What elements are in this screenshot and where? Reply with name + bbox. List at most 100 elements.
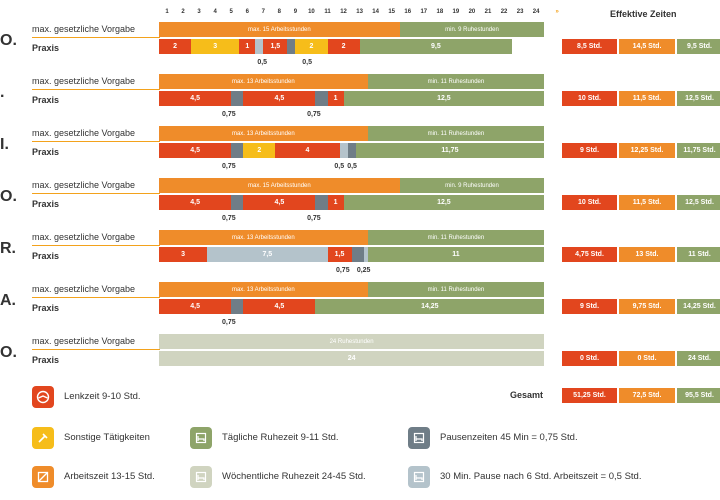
legend-label: Tägliche Ruhezeit 9-11 Std.: [222, 432, 339, 443]
bed-icon: [190, 466, 212, 488]
praxis-bar-segment: 4,5: [159, 299, 232, 314]
pause-duration-label: 0,5: [257, 59, 268, 66]
hour-label: 14: [372, 9, 379, 15]
effective-time-value: 10 Std.: [562, 91, 617, 106]
day-label: O.: [0, 32, 17, 49]
praxis-bar-segment: [351, 247, 364, 262]
hour-label: 1: [165, 9, 169, 15]
hour-label: 20: [468, 9, 476, 15]
pause-duration-label: 0,75: [222, 319, 236, 326]
effective-time-value: 10 Std.: [562, 195, 617, 210]
praxis-label: Praxis: [32, 199, 60, 209]
praxis-bar-segment: 4: [275, 143, 340, 158]
effective-time-value: 0 Std.: [619, 351, 675, 366]
praxis-label: Praxis: [32, 43, 60, 53]
bed-icon: [408, 427, 430, 449]
pause-duration-label: 0,75: [222, 215, 236, 222]
praxis-bar-segment: 4,5: [159, 143, 232, 158]
effective-time-value: 9 Std.: [562, 143, 617, 158]
praxis-bar-segment: 1,5: [263, 39, 288, 54]
hour-label: 10: [308, 9, 315, 15]
hour-label: 18: [436, 9, 444, 15]
pause-duration-label: 0,25: [356, 267, 371, 274]
effective-time-value: 11,5 Std.: [619, 91, 675, 106]
hour-label: 24: [532, 9, 540, 15]
effective-time-value: 11,75 Std.: [677, 143, 720, 158]
pause-duration-label: 0,75: [307, 215, 321, 222]
praxis-bar-segment: 24: [159, 351, 545, 366]
praxis-bar-segment: 12,5: [343, 195, 545, 210]
effective-time-value: 9 Std.: [562, 299, 617, 314]
vorgabe-bar-segment: min. 11 Ruhestunden: [367, 230, 545, 245]
praxis-bar-segment: 1: [239, 39, 256, 54]
praxis-bar-segment: [231, 195, 244, 210]
vorgabe-label: max. gesetzliche Vorgabe: [32, 24, 136, 34]
pause-duration-label: 0,5: [347, 163, 357, 170]
vorgabe-bar-segment: min. 11 Ruhestunden: [367, 74, 545, 89]
hour-label: 6: [245, 9, 249, 15]
hammer-icon: [32, 427, 54, 449]
vorgabe-bar-segment: min. 11 Ruhestunden: [367, 282, 545, 297]
effective-time-value: 13 Std.: [619, 247, 675, 262]
effective-times-title: Effektive Zeiten: [610, 9, 677, 19]
vorgabe-bar-segment: max. 15 Arbeitsstunden: [159, 178, 400, 193]
vorgabe-bar-segment: max. 13 Arbeitsstunden: [159, 126, 368, 141]
pause-duration-label: 0,75: [222, 163, 236, 170]
total-value: 95,5 Std.: [677, 388, 720, 403]
praxis-bar-segment: 1: [327, 91, 344, 106]
pause-duration-label: 0,75: [222, 111, 236, 118]
praxis-label: Praxis: [32, 95, 60, 105]
vorgabe-bar-segment: 24 Ruhestunden: [159, 334, 545, 349]
vorgabe-bar-segment: min. 9 Ruhestunden: [399, 22, 545, 37]
vorgabe-label: max. gesetzliche Vorgabe: [32, 180, 136, 190]
praxis-bar-segment: [315, 195, 328, 210]
praxis-bar-segment: 2: [159, 39, 192, 54]
praxis-bar-segment: 1: [327, 195, 344, 210]
day-label: A.: [0, 292, 16, 309]
praxis-label: Praxis: [32, 355, 60, 365]
praxis-bar-segment: 12,5: [343, 91, 545, 106]
praxis-bar-segment: 4,5: [243, 91, 316, 106]
hour-label: 11: [324, 9, 331, 15]
legend-label: Pausenzeiten 45 Min = 0,75 Std.: [440, 432, 578, 443]
day-label: O.: [0, 188, 17, 205]
hour-label: 19: [452, 9, 460, 15]
praxis-bar-segment: 2: [243, 143, 276, 158]
vorgabe-bar-segment: min. 11 Ruhestunden: [367, 126, 545, 141]
hour-separator: »: [555, 9, 559, 15]
praxis-bar-segment: 3: [191, 39, 240, 54]
total-label: Gesamt: [510, 390, 544, 400]
hour-label: 12: [340, 9, 347, 15]
day-label: R.: [0, 240, 16, 257]
praxis-bar-segment: 9,5: [359, 39, 513, 54]
effective-time-value: 0 Std.: [562, 351, 617, 366]
hour-label: 2: [181, 9, 185, 15]
vorgabe-label: max. gesetzliche Vorgabe: [32, 128, 136, 138]
praxis-bar-segment: 11,75: [355, 143, 545, 158]
praxis-bar-segment: 2: [327, 39, 360, 54]
praxis-bar-segment: [339, 143, 348, 158]
hour-label: 13: [356, 9, 363, 15]
effective-time-value: 14,25 Std.: [677, 299, 720, 314]
vorgabe-underline: [32, 297, 160, 298]
crossed-box-icon: [32, 466, 54, 488]
praxis-bar-segment: [363, 247, 368, 262]
vorgabe-underline: [32, 141, 160, 142]
hour-label: 22: [500, 9, 508, 15]
hour-label: 15: [388, 9, 396, 15]
hour-label: 23: [516, 9, 524, 15]
vorgabe-bar-segment: max. 13 Arbeitsstunden: [159, 282, 368, 297]
praxis-bar-segment: 7,5: [207, 247, 328, 262]
total-value: 51,25 Std.: [562, 388, 617, 403]
effective-time-value: 14,5 Std.: [619, 39, 675, 54]
vorgabe-label: max. gesetzliche Vorgabe: [32, 284, 136, 294]
praxis-label: Praxis: [32, 147, 60, 157]
hour-label: 7: [261, 9, 265, 15]
praxis-bar-segment: 4,5: [159, 91, 232, 106]
hour-label: 21: [484, 9, 492, 15]
hour-label: 9: [293, 9, 298, 15]
hour-label: 5: [229, 9, 233, 15]
praxis-bar-segment: 4,5: [243, 195, 316, 210]
vorgabe-underline: [32, 37, 160, 38]
day-label: O.: [0, 344, 17, 361]
